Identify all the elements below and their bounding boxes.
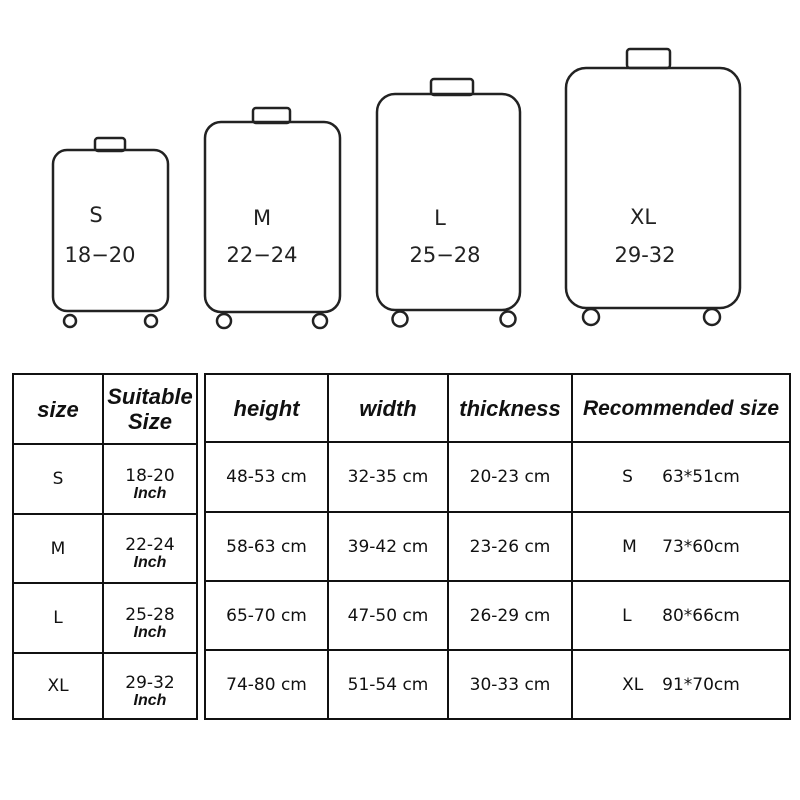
rec-size: XL — [622, 674, 644, 695]
suitable-cell: 18-20 Inch — [102, 443, 198, 515]
width-cell: 39-42 cm — [327, 511, 449, 582]
suitcase-size-label: L — [434, 206, 446, 230]
width-cell: 32-35 cm — [327, 441, 449, 513]
rec-size: M — [622, 536, 637, 557]
height-cell: 58-63 cm — [204, 511, 329, 582]
suitable-value: 29-32 — [125, 672, 175, 693]
height-cell: 65-70 cm — [204, 580, 329, 651]
recommended-cell: L 80*66cm — [571, 580, 791, 651]
suitcase-size-label: XL — [630, 205, 656, 229]
header-width: width — [327, 373, 449, 443]
suitable-value: 25-28 — [125, 604, 175, 625]
recommended-cell: M 73*60cm — [571, 511, 791, 582]
rec-dim: 91*70cm — [662, 674, 740, 695]
suitcase-range-label: 22−24 — [226, 243, 297, 267]
rec-size: L — [622, 605, 632, 626]
thickness-cell: 26-29 cm — [447, 580, 573, 651]
table-row: L 25-28 Inch — [12, 582, 198, 654]
dimensions-table: height width thickness Recommended size … — [204, 373, 791, 720]
header-suitable-size: Suitable Size — [102, 373, 198, 445]
rec-dim: 80*66cm — [662, 605, 740, 626]
suitcase-s: S 18−20 — [51, 136, 170, 329]
rec-dim: 63*51cm — [662, 467, 740, 487]
height-cell: 48-53 cm — [204, 441, 329, 513]
unit-label: Inch — [133, 623, 167, 641]
header-thickness: thickness — [447, 373, 573, 443]
width-cell: 47-50 cm — [327, 580, 449, 651]
recommended-cell: S 63*51cm — [571, 441, 791, 513]
suitable-value: 22-24 — [125, 535, 175, 555]
table-row: 65-70 cm 47-50 cm 26-29 cm L 80*66cm — [204, 580, 791, 651]
header-recommended-size: Recommended size — [571, 373, 791, 443]
thickness-cell: 30-33 cm — [447, 649, 573, 720]
rec-dim: 73*60cm — [662, 536, 740, 557]
table-row: 74-80 cm 51-54 cm 30-33 cm XL 91*70cm — [204, 649, 791, 720]
thickness-cell: 20-23 cm — [447, 441, 573, 513]
unit-label: Inch — [133, 691, 167, 709]
unit-label: Inch — [133, 554, 167, 571]
recommended-cell: XL 91*70cm — [571, 649, 791, 720]
table-row: 58-63 cm 39-42 cm 23-26 cm M 73*60cm — [204, 511, 791, 582]
table-row: 48-53 cm 32-35 cm 20-23 cm S 63*51cm — [204, 441, 791, 513]
suitcase-range-label: 29-32 — [614, 243, 675, 267]
table-row: M 22-24 Inch — [12, 513, 198, 584]
suitcase-illustrations: S 18−20 M 22−24 L 25−28 XL 29-32 — [51, 47, 742, 330]
size-cell: L — [12, 582, 104, 654]
thickness-cell: 23-26 cm — [447, 511, 573, 582]
header-size: size — [12, 373, 104, 445]
suitcase-range-label: 25−28 — [409, 243, 480, 267]
size-cell: XL — [12, 652, 104, 720]
table-row: S 18-20 Inch — [12, 443, 198, 515]
width-cell: 51-54 cm — [327, 649, 449, 720]
rec-size: S — [622, 467, 633, 487]
suitable-value: 18-20 — [125, 465, 175, 486]
suitable-cell: 25-28 Inch — [102, 582, 198, 654]
table-row: XL 29-32 Inch — [12, 652, 198, 720]
suitcase-size-label: S — [89, 203, 102, 227]
header-line: Size — [127, 409, 173, 434]
header-line: Suitable — [107, 384, 193, 409]
suitcase-size-label: M — [253, 206, 271, 230]
size-cell: M — [12, 513, 104, 584]
suitable-cell: 29-32 Inch — [102, 652, 198, 720]
unit-label: Inch — [133, 484, 167, 502]
size-table: size Suitable Size S 18-20 Inch M 22-24 Inc… — [12, 373, 198, 720]
suitable-cell: 22-24 Inch — [102, 513, 198, 584]
header-height: height — [204, 373, 329, 443]
suitcase-m: M 22−24 — [203, 106, 342, 330]
suitcase-xl: XL 29-32 — [564, 47, 742, 327]
size-cell: S — [12, 443, 104, 515]
height-cell: 74-80 cm — [204, 649, 329, 720]
suitcase-l: L 25−28 — [375, 77, 522, 328]
table-header-row: height width thickness Recommended size — [204, 373, 791, 443]
table-header-row: size Suitable Size — [12, 373, 198, 445]
suitcase-range-label: 18−20 — [64, 243, 135, 267]
